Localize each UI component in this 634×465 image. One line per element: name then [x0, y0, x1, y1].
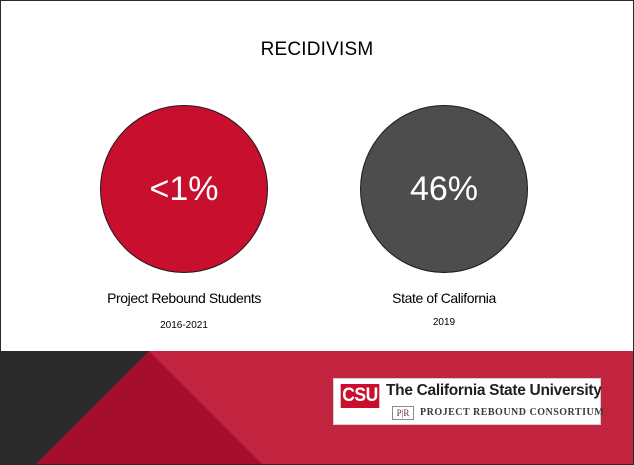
pr-mark-p: P: [396, 408, 402, 418]
csu-name: The California State University: [386, 382, 602, 399]
stat-value-california: 46%: [409, 169, 479, 208]
slide-title: RECIDIVISM: [260, 39, 374, 60]
stat-circle-project-rebound: <1%: [100, 105, 268, 273]
pr-mark-r: R: [403, 408, 410, 418]
csu-logo: CSU The California State University P|R …: [333, 378, 605, 425]
stat-circle-california: 46%: [360, 105, 528, 273]
csu-mark-icon: CSU: [340, 384, 380, 408]
stat-label-project-rebound: Project Rebound Students: [107, 290, 261, 306]
stat-period-california: 2019: [432, 317, 456, 328]
stat-value-project-rebound: <1%: [149, 169, 219, 208]
consortium-name: PROJECT REBOUND CONSORTIUM: [420, 407, 605, 418]
stat-period-project-rebound: 2016-2021: [160, 320, 208, 331]
stat-label-california: State of California: [392, 290, 496, 306]
project-rebound-mark-icon: P|R: [392, 406, 414, 420]
